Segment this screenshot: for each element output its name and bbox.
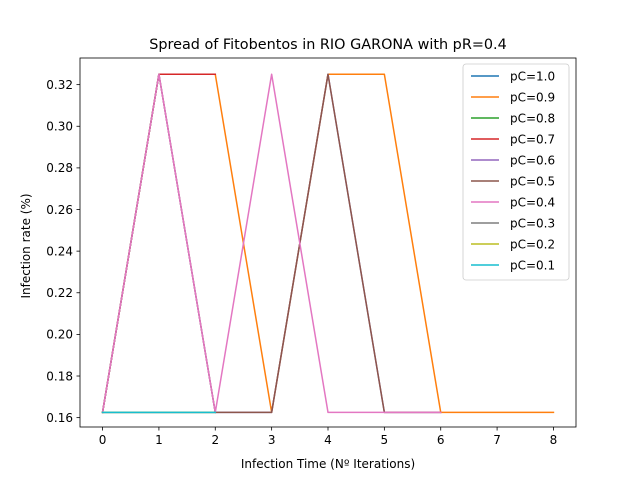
legend-entry: pC=0.7	[510, 132, 555, 146]
legend-entry: pC=0.3	[510, 216, 555, 230]
legend-entry: pC=0.5	[510, 174, 555, 188]
x-axis-label: Infection Time (Nº Iterations)	[241, 457, 415, 471]
y-axis-label: Infection rate (%)	[19, 193, 33, 298]
x-tick-label: 0	[99, 433, 107, 447]
x-tick-label: 8	[550, 433, 558, 447]
x-tick-label: 3	[268, 433, 276, 447]
y-tick-label: 0.26	[46, 203, 73, 217]
x-tick-label: 1	[155, 433, 163, 447]
legend-entry: pC=0.6	[510, 153, 555, 167]
x-tick-label: 5	[381, 433, 389, 447]
y-tick-label: 0.20	[46, 328, 73, 342]
y-tick-label: 0.16	[46, 411, 73, 425]
legend-entry: pC=0.8	[510, 111, 555, 125]
x-axis: 0 1 2 3 4 5 6 7 8	[99, 427, 558, 447]
x-tick-label: 6	[437, 433, 445, 447]
legend-entry: pC=0.4	[510, 195, 555, 209]
y-tick-label: 0.22	[46, 286, 73, 300]
x-tick-label: 7	[493, 433, 501, 447]
y-tick-label: 0.32	[46, 78, 73, 92]
series-line-6	[101, 73, 442, 414]
x-tick-label: 2	[211, 433, 219, 447]
y-tick-label: 0.18	[46, 369, 73, 383]
chart-title: Spread of Fitobentos in RIO GARONA with …	[149, 37, 507, 53]
y-tick-label: 0.28	[46, 161, 73, 175]
legend-entry: pC=0.1	[510, 258, 555, 272]
x-tick-label: 4	[324, 433, 332, 447]
y-tick-label: 0.24	[46, 244, 73, 258]
y-tick-label: 0.30	[46, 120, 73, 134]
legend-entry: pC=0.9	[510, 90, 555, 104]
legend: pC=1.0 pC=0.9 pC=0.8 pC=0.7 pC=0.6 pC=0.5 pC=0…	[462, 63, 570, 281]
legend-entry: pC=0.2	[510, 237, 555, 251]
legend-entry: pC=1.0	[510, 69, 555, 83]
y-axis: 0.16 0.18 0.20 0.22 0.24 0.26 0.28 0.30 0.32	[46, 78, 80, 425]
